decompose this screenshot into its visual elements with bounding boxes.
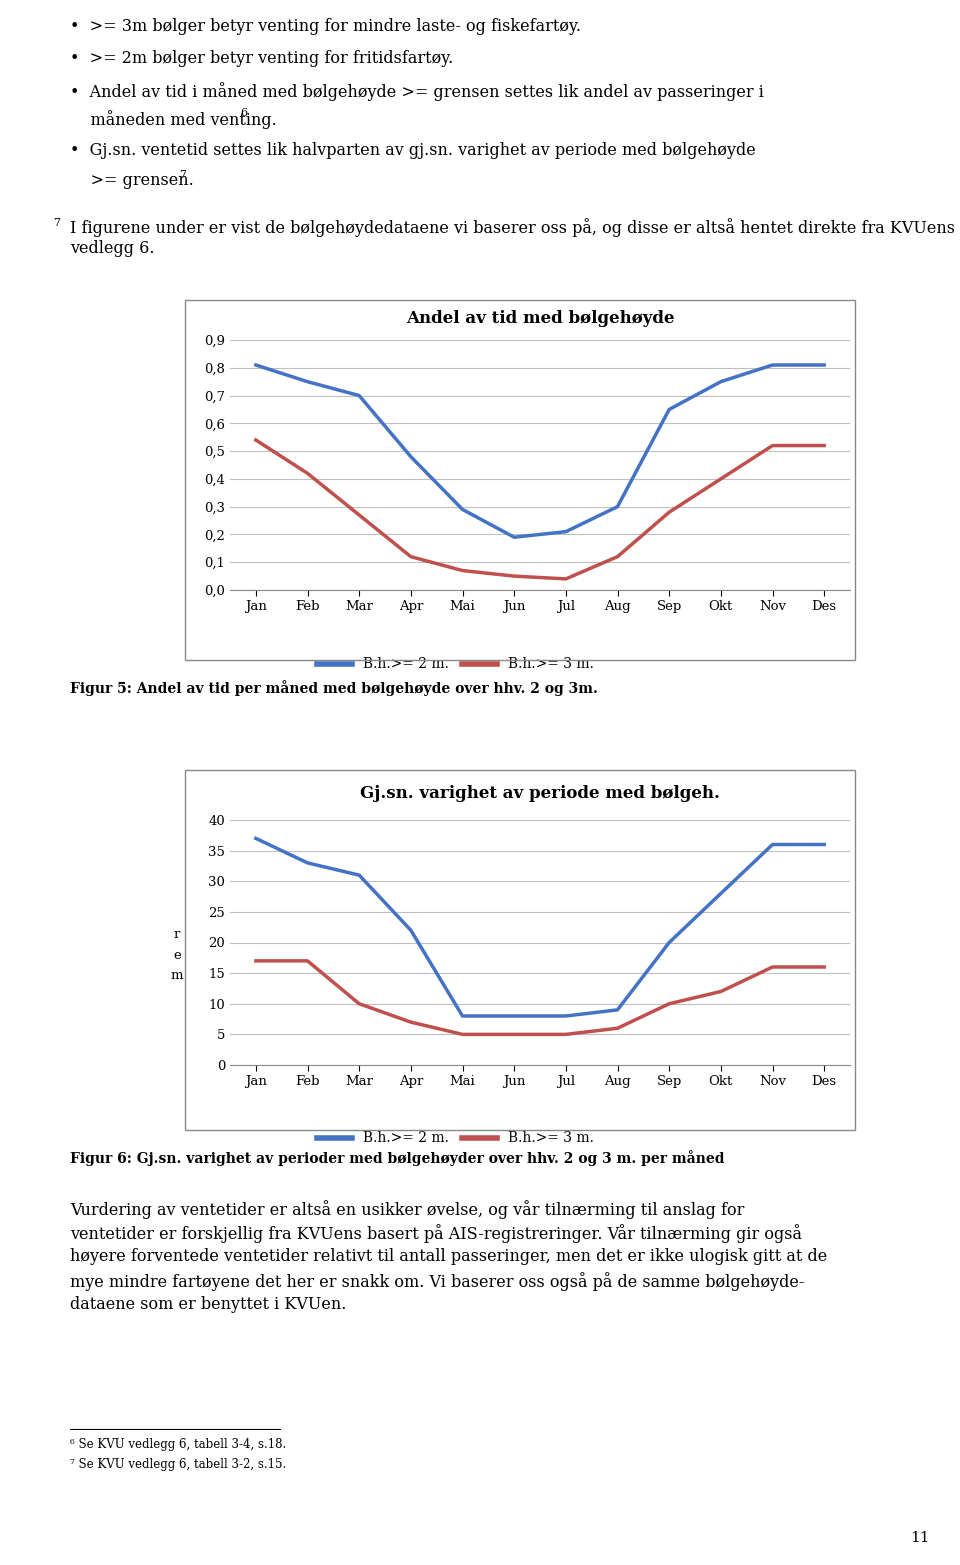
Text: Andel av tid med bølgehøyde: Andel av tid med bølgehøyde xyxy=(406,310,674,327)
Text: 6: 6 xyxy=(240,108,247,117)
Text: Figur 5: Andel av tid per måned med bølgehøyde over hhv. 2 og 3m.: Figur 5: Andel av tid per måned med bølg… xyxy=(70,681,598,696)
Legend: B.h.>= 2 m., B.h.>= 3 m.: B.h.>= 2 m., B.h.>= 3 m. xyxy=(311,653,600,678)
Text: 7: 7 xyxy=(53,218,60,228)
Text: •  Andel av tid i måned med bølgehøyde >= grensen settes lik andel av passeringe: • Andel av tid i måned med bølgehøyde >=… xyxy=(70,81,764,100)
Text: ⁷ Se KVU vedlegg 6, tabell 3-2, s.15.: ⁷ Se KVU vedlegg 6, tabell 3-2, s.15. xyxy=(70,1459,286,1471)
Text: 11: 11 xyxy=(910,1531,930,1545)
Text: Vurdering av ventetider er altså en usikker øvelse, og vår tilnærming til anslag: Vurdering av ventetider er altså en usik… xyxy=(70,1200,744,1219)
Text: måneden med venting.: måneden med venting. xyxy=(70,110,276,128)
Text: høyere forventede ventetider relativt til antall passeringer, men det er ikke ul: høyere forventede ventetider relativt ti… xyxy=(70,1247,828,1265)
Text: •  Gj.sn. ventetid settes lik halvparten av gj.sn. varighet av periode med bølge: • Gj.sn. ventetid settes lik halvparten … xyxy=(70,142,756,160)
Text: ⁶ Se KVU vedlegg 6, tabell 3-4, s.18.: ⁶ Se KVU vedlegg 6, tabell 3-4, s.18. xyxy=(70,1438,286,1451)
Text: dataene som er benyttet i KVUen.: dataene som er benyttet i KVUen. xyxy=(70,1296,347,1313)
Text: >= grensen.: >= grensen. xyxy=(70,172,194,189)
Text: I figurene under er vist de bølgehøydedataene vi baserer oss på, og disse er alt: I figurene under er vist de bølgehøydeda… xyxy=(70,218,955,257)
Text: r: r xyxy=(174,928,180,941)
Text: e: e xyxy=(174,948,181,961)
Text: m: m xyxy=(171,969,183,981)
Text: •  >= 2m bølger betyr venting for fritidsfartøy.: • >= 2m bølger betyr venting for fritids… xyxy=(70,50,453,67)
Text: •  >= 3m bølger betyr venting for mindre laste- og fiskefartøy.: • >= 3m bølger betyr venting for mindre … xyxy=(70,19,581,34)
Legend: B.h.>= 2 m., B.h.>= 3 m.: B.h.>= 2 m., B.h.>= 3 m. xyxy=(311,1125,600,1150)
Text: ventetider er forskjellig fra KVUens basert på AIS-registreringer. Vår tilnærmin: ventetider er forskjellig fra KVUens bas… xyxy=(70,1224,802,1243)
Text: Gj.sn. varighet av periode med bølgeh.: Gj.sn. varighet av periode med bølgeh. xyxy=(360,786,720,801)
Text: Figur 6: Gj.sn. varighet av perioder med bølgehøyder over hhv. 2 og 3 m. per mån: Figur 6: Gj.sn. varighet av perioder med… xyxy=(70,1150,725,1166)
Text: 7: 7 xyxy=(180,171,186,180)
Text: mye mindre fartøyene det her er snakk om. Vi baserer oss også på de samme bølgeh: mye mindre fartøyene det her er snakk om… xyxy=(70,1272,804,1291)
